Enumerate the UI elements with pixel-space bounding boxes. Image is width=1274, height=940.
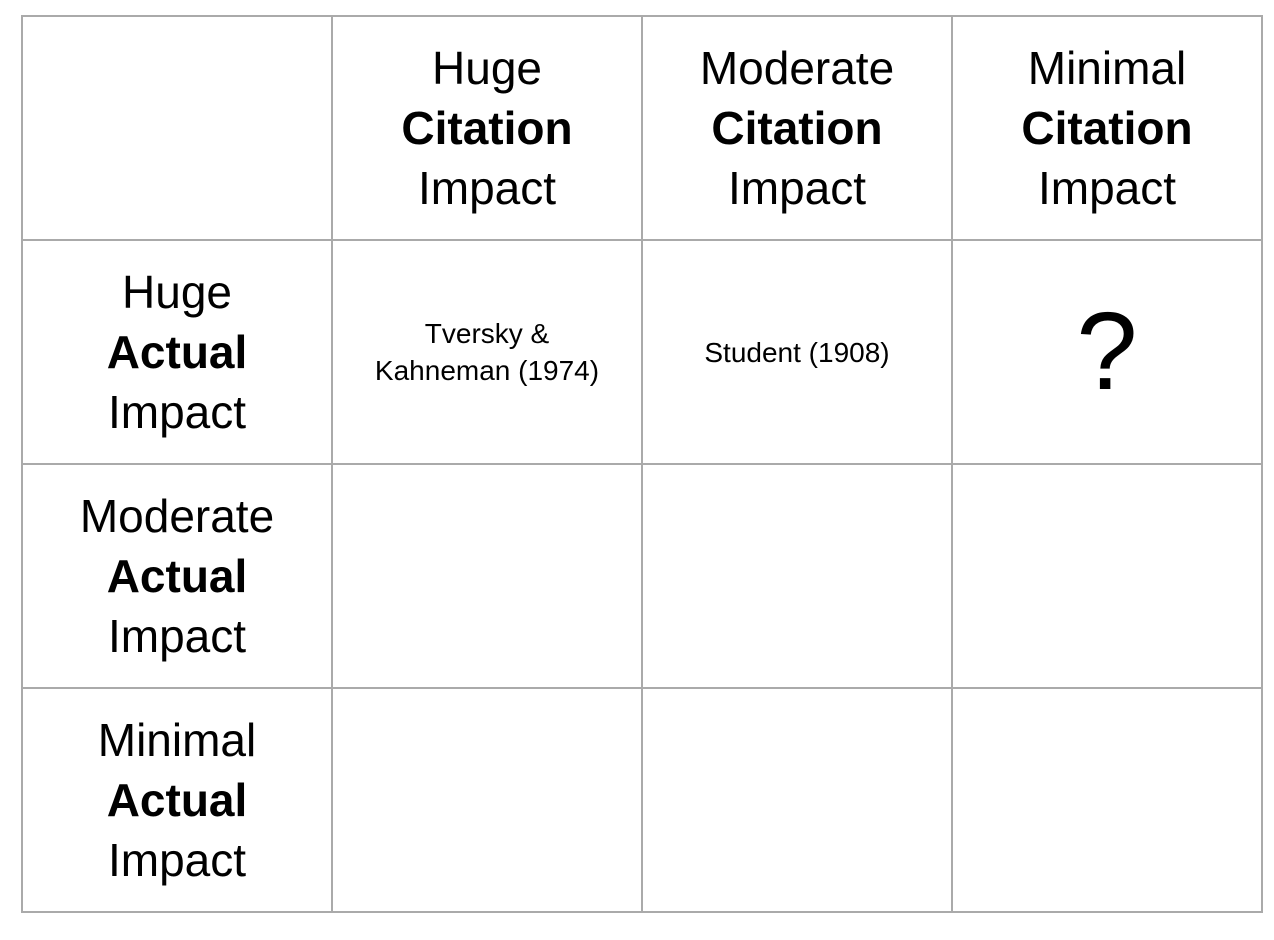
header-line: Actual (106, 326, 248, 378)
header-line: Impact (107, 386, 247, 438)
row-header: Moderate Actual Impact (21, 463, 333, 689)
table-cell (641, 687, 953, 913)
table-cell (951, 463, 1263, 689)
header-line: Minimal (1027, 42, 1187, 94)
table-cell (331, 687, 643, 913)
row-header: Minimal Actual Impact (21, 687, 333, 913)
table-cell: Tversky & Kahneman (1974) (331, 239, 643, 465)
header-line: Impact (727, 162, 867, 214)
cell-text: ? (1076, 290, 1138, 413)
header-line: Minimal (97, 714, 257, 766)
table-cell (331, 463, 643, 689)
header-row: Huge Citation Impact Moderate Citation Impact… (21, 15, 1263, 241)
header-line: Actual (106, 774, 248, 826)
table-row: Huge Actual Impact Tversky & Kahneman (1974… (21, 239, 1263, 465)
impact-table: Huge Citation Impact Moderate Citation Impact… (21, 15, 1263, 913)
row-header: Huge Actual Impact (21, 239, 333, 465)
header-line: Actual (106, 550, 248, 602)
column-header: Moderate Citation Impact (641, 15, 953, 241)
header-line: Impact (1037, 162, 1177, 214)
header-line: Citation (401, 102, 573, 154)
header-line: Citation (1021, 102, 1193, 154)
column-header: Minimal Citation Impact (951, 15, 1263, 241)
table-body: Huge Citation Impact Moderate Citation Impact… (21, 15, 1263, 913)
header-line: Impact (417, 162, 557, 214)
header-line: Moderate (79, 490, 275, 542)
header-line: Huge (432, 42, 542, 94)
header-line: Citation (711, 102, 883, 154)
table-cell: Student (1908) (641, 239, 953, 465)
corner-cell (21, 15, 333, 241)
column-header: Huge Citation Impact (331, 15, 643, 241)
cell-text: Student (1908) (704, 336, 890, 368)
table-row: Moderate Actual Impact (21, 463, 1263, 689)
header-line: Huge (122, 266, 232, 318)
table-row: Minimal Actual Impact (21, 687, 1263, 913)
cell-text: Tversky & Kahneman (1974) (374, 318, 600, 386)
table-cell: ? (951, 239, 1263, 465)
header-line: Impact (107, 834, 247, 886)
header-line: Impact (107, 610, 247, 662)
header-line: Moderate (699, 42, 895, 94)
table-cell (641, 463, 953, 689)
table-cell (951, 687, 1263, 913)
